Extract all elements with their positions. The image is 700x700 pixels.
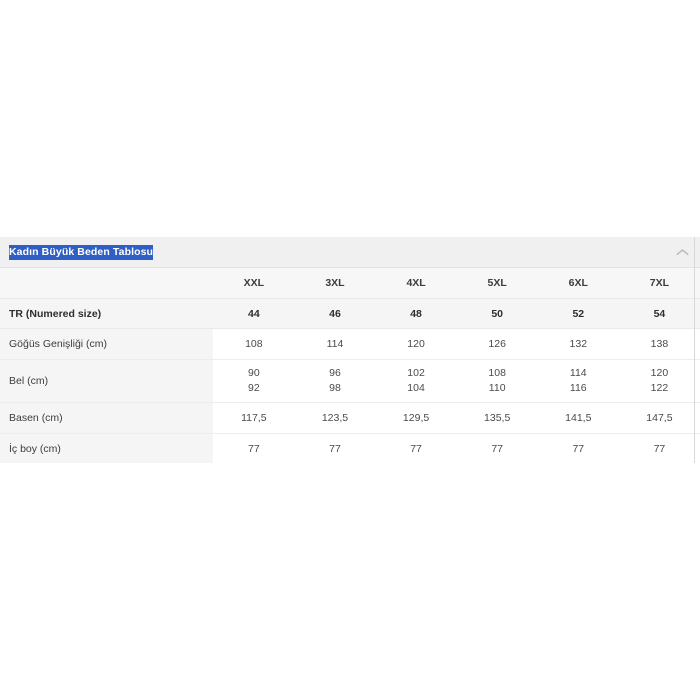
row-value: 108 (213, 328, 295, 360)
row-value: 138 (618, 328, 700, 360)
row-label: Basen (cm) (0, 402, 214, 434)
size-chart-panel: Kadın Büyük Beden Tablosu XXL 3XL 4XL (0, 237, 700, 465)
page-title: Kadın Büyük Beden Tablosu (9, 244, 154, 260)
row-value: 44 (213, 298, 295, 329)
column-header-6xl: 6XL (537, 268, 619, 299)
vertical-scrollbar-rail[interactable] (694, 237, 695, 463)
row-value: 48 (375, 298, 457, 329)
row-value: 120 122 (618, 359, 700, 403)
row-value: 135,5 (456, 402, 538, 434)
row-label: Göğüs Genişliği (cm) (0, 328, 214, 360)
row-value-line: 92 (248, 382, 260, 394)
row-value-line: 96 (329, 367, 341, 379)
bottom-whitespace (0, 463, 700, 700)
row-label: İç boy (cm) (0, 433, 214, 465)
row-value: 46 (294, 298, 376, 329)
row-value: 114 (294, 328, 376, 360)
table-corner-cell (0, 268, 214, 299)
panel-header[interactable]: Kadın Büyük Beden Tablosu (0, 237, 700, 268)
row-value-line: 108 (488, 367, 506, 379)
table-row: Göğüs Genişliği (cm) 108 114 120 126 132… (0, 328, 700, 360)
row-label: TR (Numered size) (0, 298, 214, 329)
row-value: 77 (618, 433, 700, 465)
row-value: 117,5 (213, 402, 295, 434)
row-value: 120 (375, 328, 457, 360)
row-value: 132 (537, 328, 619, 360)
row-value: 147,5 (618, 402, 700, 434)
row-value: 126 (456, 328, 538, 360)
column-header-4xl: 4XL (375, 268, 457, 299)
row-value: 102 104 (375, 359, 457, 403)
column-header-xxl: XXL (213, 268, 295, 299)
row-label: Bel (cm) (0, 359, 214, 403)
row-value-line: 98 (329, 382, 341, 394)
row-value: 54 (618, 298, 700, 329)
row-value-line: 102 (407, 367, 425, 379)
row-value: 108 110 (456, 359, 538, 403)
size-table: XXL 3XL 4XL 5XL 6XL 7XL TR (Numered size… (0, 268, 700, 465)
column-header-7xl: 7XL (618, 268, 700, 299)
column-header-5xl: 5XL (456, 268, 538, 299)
row-value: 50 (456, 298, 538, 329)
row-value-line: 122 (650, 382, 669, 394)
row-value: 90 92 (213, 359, 295, 403)
row-value: 114 116 (537, 359, 619, 403)
row-value-line: 114 (569, 367, 587, 379)
row-value-line: 90 (248, 367, 260, 379)
table-row: İç boy (cm) 77 77 77 77 77 77 (0, 433, 700, 465)
row-value: 77 (456, 433, 538, 465)
row-value: 96 98 (294, 359, 376, 403)
table-header-row: XXL 3XL 4XL 5XL 6XL 7XL (0, 268, 700, 299)
table-row: TR (Numered size) 44 46 48 50 52 54 (0, 298, 700, 329)
row-value-line: 110 (488, 382, 506, 394)
row-value: 52 (537, 298, 619, 329)
row-value-line: 104 (407, 382, 425, 394)
row-value: 77 (537, 433, 619, 465)
chevron-up-icon[interactable] (676, 248, 689, 257)
row-value-line: 116 (569, 382, 587, 394)
top-whitespace (0, 0, 700, 237)
row-value: 77 (213, 433, 295, 465)
row-value: 129,5 (375, 402, 457, 434)
row-value: 123,5 (294, 402, 376, 434)
table-row: Basen (cm) 117,5 123,5 129,5 135,5 141,5… (0, 402, 700, 434)
row-value-line: 120 (650, 367, 669, 379)
column-header-3xl: 3XL (294, 268, 376, 299)
row-value: 77 (375, 433, 457, 465)
row-value: 141,5 (537, 402, 619, 434)
table-row: Bel (cm) 90 92 96 98 102 104 108 (0, 359, 700, 403)
row-value: 77 (294, 433, 376, 465)
